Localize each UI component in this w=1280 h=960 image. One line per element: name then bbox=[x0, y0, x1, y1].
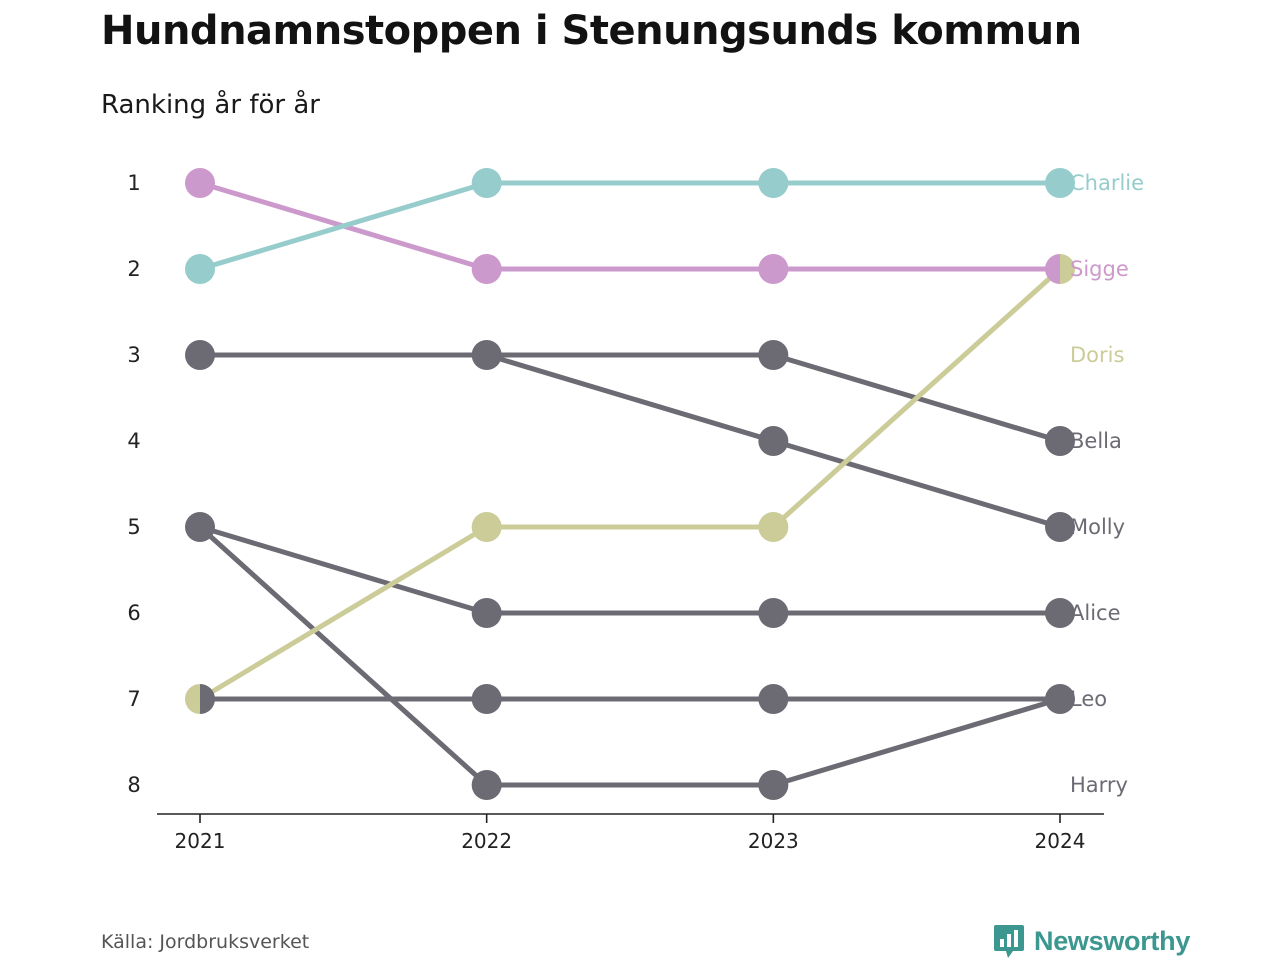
point-bella-2022 bbox=[471, 340, 502, 370]
point-doris-2022 bbox=[471, 512, 502, 542]
newsworthy-logo-icon bbox=[994, 925, 1024, 958]
end-label-sigge: Sigge bbox=[1070, 257, 1129, 281]
chart-title: Hundnamnstoppen i Stenungsunds kommun bbox=[101, 8, 1082, 54]
end-label-charlie: Charlie bbox=[1070, 171, 1144, 195]
y-tick-label: 1 bbox=[127, 171, 140, 195]
source-note: Källa: Jordbruksverket bbox=[101, 931, 310, 953]
y-tick-label: 4 bbox=[127, 429, 140, 453]
y-tick-label: 5 bbox=[127, 515, 140, 539]
point-leo-2024 bbox=[1045, 684, 1076, 714]
point-split-left-2021 bbox=[185, 684, 200, 714]
point-alice-2023 bbox=[758, 598, 789, 628]
point-harry-2022 bbox=[471, 770, 502, 800]
series-line-alice bbox=[197, 524, 1063, 616]
point-doris-2023 bbox=[758, 512, 789, 542]
end-label-leo: Leo bbox=[1070, 687, 1107, 711]
x-axis-ticks: 2021 2022 2023 2024 bbox=[175, 814, 1086, 853]
point-molly-2024 bbox=[1045, 512, 1076, 542]
series-line-doris bbox=[197, 266, 1063, 702]
series-points bbox=[185, 168, 1076, 800]
point-charlie-2024 bbox=[1045, 168, 1076, 198]
y-axis-ticks: 1 2 3 4 5 6 7 8 bbox=[127, 171, 140, 797]
point-bella-2021 bbox=[185, 340, 215, 370]
point-charlie-2023 bbox=[758, 168, 789, 198]
point-sigge-2023 bbox=[758, 254, 789, 284]
series-line-charlie bbox=[197, 180, 1063, 272]
point-molly-2023 bbox=[758, 426, 789, 456]
y-tick-label: 3 bbox=[127, 343, 140, 367]
x-tick-label: 2022 bbox=[461, 829, 512, 853]
series-line-harry bbox=[197, 524, 1063, 788]
y-tick-label: 2 bbox=[127, 257, 140, 281]
series-end-labels: Charlie Sigge Doris Bella Molly Alice Leo Harry bbox=[1070, 171, 1144, 797]
end-label-molly: Molly bbox=[1070, 515, 1125, 539]
point-sigge-2022 bbox=[471, 254, 502, 284]
brand-name: Newsworthy bbox=[1034, 925, 1191, 956]
series-line-sigge bbox=[197, 180, 1063, 272]
chart-subtitle: Ranking år för år bbox=[101, 90, 320, 120]
x-tick-label: 2021 bbox=[175, 829, 226, 853]
point-alice-2024 bbox=[1045, 598, 1076, 628]
point-sigge-2021 bbox=[185, 168, 215, 198]
y-tick-label: 6 bbox=[127, 601, 140, 625]
series-lines bbox=[197, 180, 1063, 788]
point-alice-2021 bbox=[185, 512, 215, 542]
point-split-right-2021 bbox=[200, 684, 215, 714]
brand-logo: Newsworthy bbox=[993, 923, 1190, 959]
point-split-left-2024 bbox=[1045, 254, 1061, 284]
end-label-bella: Bella bbox=[1070, 429, 1122, 453]
point-charlie-2021 bbox=[185, 254, 215, 284]
x-tick-label: 2023 bbox=[748, 829, 799, 853]
series-line-molly bbox=[197, 352, 1063, 530]
point-harry-2023 bbox=[758, 770, 789, 800]
x-tick-label: 2024 bbox=[1035, 829, 1086, 853]
point-bella-2024 bbox=[1045, 426, 1076, 456]
point-alice-2022 bbox=[471, 598, 502, 628]
point-bella-2023 bbox=[758, 340, 789, 370]
end-label-harry: Harry bbox=[1070, 773, 1128, 797]
point-leo-2023 bbox=[758, 684, 789, 714]
end-label-alice: Alice bbox=[1070, 601, 1121, 625]
point-charlie-2022 bbox=[471, 168, 502, 198]
end-label-doris: Doris bbox=[1070, 343, 1124, 367]
point-leo-2022 bbox=[471, 684, 502, 714]
point-split-right-2024 bbox=[1060, 254, 1076, 284]
y-tick-label: 7 bbox=[127, 687, 140, 711]
bump-chart: 1 2 3 4 5 6 7 8 2021 2022 2023 2024 Charlie Sigge Do… bbox=[127, 168, 1144, 853]
y-tick-label: 8 bbox=[127, 773, 140, 797]
